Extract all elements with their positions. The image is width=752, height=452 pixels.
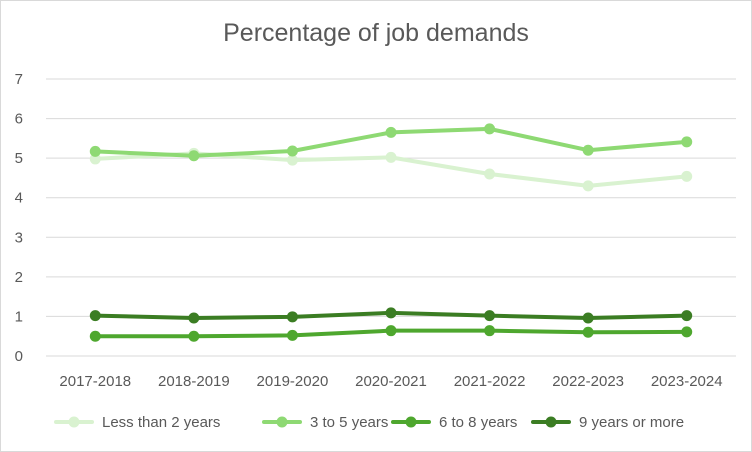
data-point (484, 168, 496, 180)
legend-swatch-marker (276, 416, 288, 428)
y-axis: 0 1 2 3 4 5 6 7 (15, 71, 23, 365)
y-tick-label: 6 (15, 111, 23, 128)
y-tick-label: 0 (15, 348, 23, 365)
data-point (286, 154, 298, 166)
legend-swatch-marker (545, 416, 557, 428)
series-3-to-5-years (89, 123, 693, 162)
data-point (188, 330, 200, 342)
data-point (89, 330, 101, 342)
legend-label: Less than 2 years (102, 414, 220, 431)
x-tick-label: 2017-2018 (59, 373, 131, 390)
legend-item: 6 to 8 years (391, 414, 517, 431)
series-6-to-8-years (89, 325, 693, 342)
y-tick-label: 5 (15, 150, 23, 167)
series-9-years-or-more (89, 307, 693, 324)
y-tick-label: 3 (15, 229, 23, 246)
data-point (89, 310, 101, 322)
legend-item: Less than 2 years (54, 414, 220, 431)
plot-area (89, 123, 693, 342)
y-tick-label: 4 (15, 190, 23, 207)
data-point (188, 312, 200, 324)
legend-label: 9 years or more (579, 414, 684, 431)
x-tick-label: 2022-2023 (552, 373, 624, 390)
legend-item: 9 years or more (531, 414, 684, 431)
data-point (484, 325, 496, 337)
legend-swatch-marker (68, 416, 80, 428)
data-point (484, 310, 496, 322)
data-point (582, 180, 594, 192)
data-point (385, 325, 397, 337)
legend-swatch-marker (405, 416, 417, 428)
data-point (681, 136, 693, 148)
data-point (286, 145, 298, 157)
y-tick-label: 2 (15, 269, 23, 286)
legend: Less than 2 years 3 to 5 years 6 to 8 year… (54, 414, 684, 431)
data-point (89, 145, 101, 157)
data-point (582, 326, 594, 338)
data-point (286, 311, 298, 323)
data-point (385, 307, 397, 319)
legend-label: 3 to 5 years (310, 414, 388, 431)
data-point (286, 329, 298, 341)
legend-item: 3 to 5 years (262, 414, 388, 431)
x-tick-label: 2018-2019 (158, 373, 230, 390)
data-point (385, 126, 397, 138)
legend-label: 6 to 8 years (439, 414, 517, 431)
x-tick-label: 2020-2021 (355, 373, 427, 390)
y-tick-label: 7 (15, 71, 23, 88)
data-point (582, 144, 594, 156)
y-tick-label: 1 (15, 308, 23, 325)
data-point (681, 170, 693, 182)
data-point (385, 151, 397, 163)
data-point (582, 312, 594, 324)
x-tick-label: 2021-2022 (454, 373, 526, 390)
x-tick-label: 2023-2024 (651, 373, 723, 390)
chart-title: Percentage of job demands (223, 19, 529, 47)
x-axis: 2017-2018 2018-2019 2019-2020 2020-2021 2021… (59, 373, 722, 390)
data-point (681, 326, 693, 338)
data-point (188, 150, 200, 162)
data-point (89, 153, 101, 165)
data-point (681, 310, 693, 322)
data-point (484, 123, 496, 135)
x-tick-label: 2019-2020 (257, 373, 329, 390)
